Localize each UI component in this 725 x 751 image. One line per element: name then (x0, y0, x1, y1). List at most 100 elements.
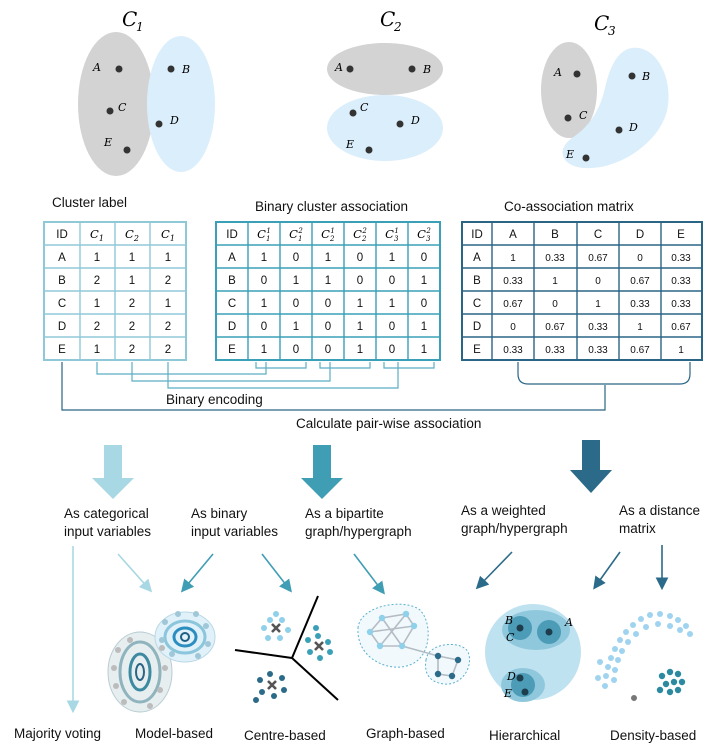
svg-text:As a distance: As a distance (619, 503, 700, 518)
svg-text:E: E (345, 138, 354, 151)
coassociation-cell: 0.33 (671, 276, 691, 287)
binary-association-cell: 0 (389, 344, 395, 356)
svg-text:As a weighted: As a weighted (461, 503, 546, 518)
binary-association-cell: 0 (389, 321, 395, 333)
svg-text:E: E (565, 148, 574, 161)
svg-text:B: B (181, 63, 190, 76)
cluster-label-cell: 2 (165, 275, 171, 287)
svg-text:C11: C11 (257, 227, 271, 243)
svg-text:C: C (380, 7, 395, 31)
cluster-label-cell: 2 (129, 321, 135, 333)
clustering-c1-title: C 1 (122, 7, 144, 34)
coassociation-cell: E (473, 344, 481, 356)
svg-text:graph/hypergraph: graph/hypergraph (305, 524, 412, 539)
binary-association-cell: E (228, 344, 236, 356)
binary-association-cell: 1 (421, 275, 427, 287)
input-binary-label: As binary input variables (191, 506, 278, 539)
clustering-c3-diagram: A B C D E (541, 42, 669, 169)
coassociation-rows: A 1 0.33 0.67 0 0.33 B 0.33 1 0 0.67 0.33 C 0.67 0 1 0.3… (473, 252, 691, 356)
svg-text:C22: C22 (353, 227, 367, 243)
coassociation-title: Co-association matrix (504, 199, 634, 214)
binary-association-cell: 0 (261, 275, 267, 287)
hierarchical-illustration: B C A D E (485, 604, 581, 702)
cluster-label-cell: 1 (94, 344, 100, 356)
method-hierarchical: Hierarchical (489, 728, 560, 743)
svg-text:D: D (506, 670, 516, 683)
cluster-label-cell: 1 (165, 298, 171, 310)
svg-text:C2: C2 (125, 227, 139, 243)
binary-association-cell: 0 (325, 321, 331, 333)
coassociation-cell: 0 (552, 299, 558, 310)
svg-text:input variables: input variables (64, 524, 151, 539)
cluster-label-table (43, 221, 187, 361)
coassociation-cell: A (473, 252, 481, 264)
cluster-label-cell: 2 (165, 344, 171, 356)
svg-text:1: 1 (136, 20, 144, 34)
binary-association-cell: C (228, 298, 236, 310)
cluster-label-cell: 1 (94, 252, 100, 264)
binary-association-cell: 1 (261, 344, 267, 356)
svg-text:C: C (118, 101, 127, 114)
svg-text:C: C (360, 101, 369, 114)
svg-text:E: E (503, 687, 512, 700)
svg-text:ID: ID (226, 229, 238, 241)
binary-association-cell: 0 (389, 275, 395, 287)
cluster-label-cell: E (58, 344, 66, 356)
coassociation-header-cell: A (509, 229, 517, 241)
coassociation-cell: 0.67 (671, 322, 691, 333)
pairwise-lines (61, 362, 691, 411)
method-density-based: Density-based (610, 728, 696, 743)
svg-text:A: A (92, 61, 101, 74)
binary-encoding-label: Binary encoding (166, 392, 263, 407)
model-based-illustration (107, 611, 216, 713)
binary-association-cell: 1 (389, 252, 395, 264)
svg-text:3: 3 (608, 24, 616, 38)
svg-text:graph/hypergraph: graph/hypergraph (461, 521, 568, 536)
binary-association-cell: 1 (357, 344, 363, 356)
clustering-c2-diagram: A B C D E (327, 43, 443, 161)
centre-based-illustration (234, 595, 339, 703)
binary-association-cell: 1 (261, 298, 267, 310)
svg-text:ID: ID (56, 229, 68, 241)
svg-text:input variables: input variables (191, 524, 278, 539)
coassociation-cell: 1 (678, 345, 684, 356)
binary-association-cell: 0 (325, 298, 331, 310)
binary-association-cell: 1 (261, 252, 267, 264)
density-based-illustration (595, 611, 693, 701)
input-distance-label: As a distance matrix (619, 503, 700, 536)
coassociation-cell: 0.33 (671, 253, 691, 264)
big-arrow-light (92, 445, 134, 499)
coassociation-cell: 0.33 (545, 253, 565, 264)
coassociation-cell: 0.67 (503, 299, 523, 310)
coassociation-header-cell: ID (471, 229, 483, 241)
input-weighted-label: As a weighted graph/hypergraph (461, 503, 568, 536)
binary-association-cell: 1 (421, 344, 427, 356)
svg-text:D: D (169, 114, 179, 127)
binary-association-cell: 1 (357, 321, 363, 333)
binary-association-header: ID C11 C12 C21 C22 C31 C32 (226, 227, 431, 243)
coassociation-header: ID A B C D E (471, 229, 685, 241)
coassociation-cell: 1 (637, 322, 643, 333)
coassociation-cell: 0.67 (545, 322, 565, 333)
coassociation-cell: 1 (595, 299, 601, 310)
method-majority-voting: Majority voting (14, 726, 101, 741)
svg-text:D: D (628, 121, 638, 134)
binary-association-cell: 0 (357, 252, 363, 264)
coassociation-header-cell: D (636, 229, 644, 241)
binary-association-cell: 1 (325, 252, 331, 264)
cluster-label-title: Cluster label (52, 195, 127, 210)
coassociation-header-cell: C (594, 229, 602, 241)
coassociation-cell: C (473, 298, 481, 310)
big-arrow-mid (301, 445, 343, 499)
coassociation-cell: 1 (510, 253, 516, 264)
cluster-label-cell: B (58, 275, 66, 287)
binary-association-cell: 1 (293, 321, 299, 333)
binary-association-table (215, 221, 441, 361)
pairwise-association-label: Calculate pair-wise association (296, 416, 481, 431)
coassociation-cell: 1 (552, 276, 558, 287)
svg-text:C31: C31 (385, 227, 399, 243)
cluster-label-cell: 1 (165, 252, 171, 264)
clustering-c1-diagram: A B C D E (78, 32, 215, 176)
cluster-label-cell: 2 (129, 344, 135, 356)
binary-association-cell: 1 (421, 321, 427, 333)
